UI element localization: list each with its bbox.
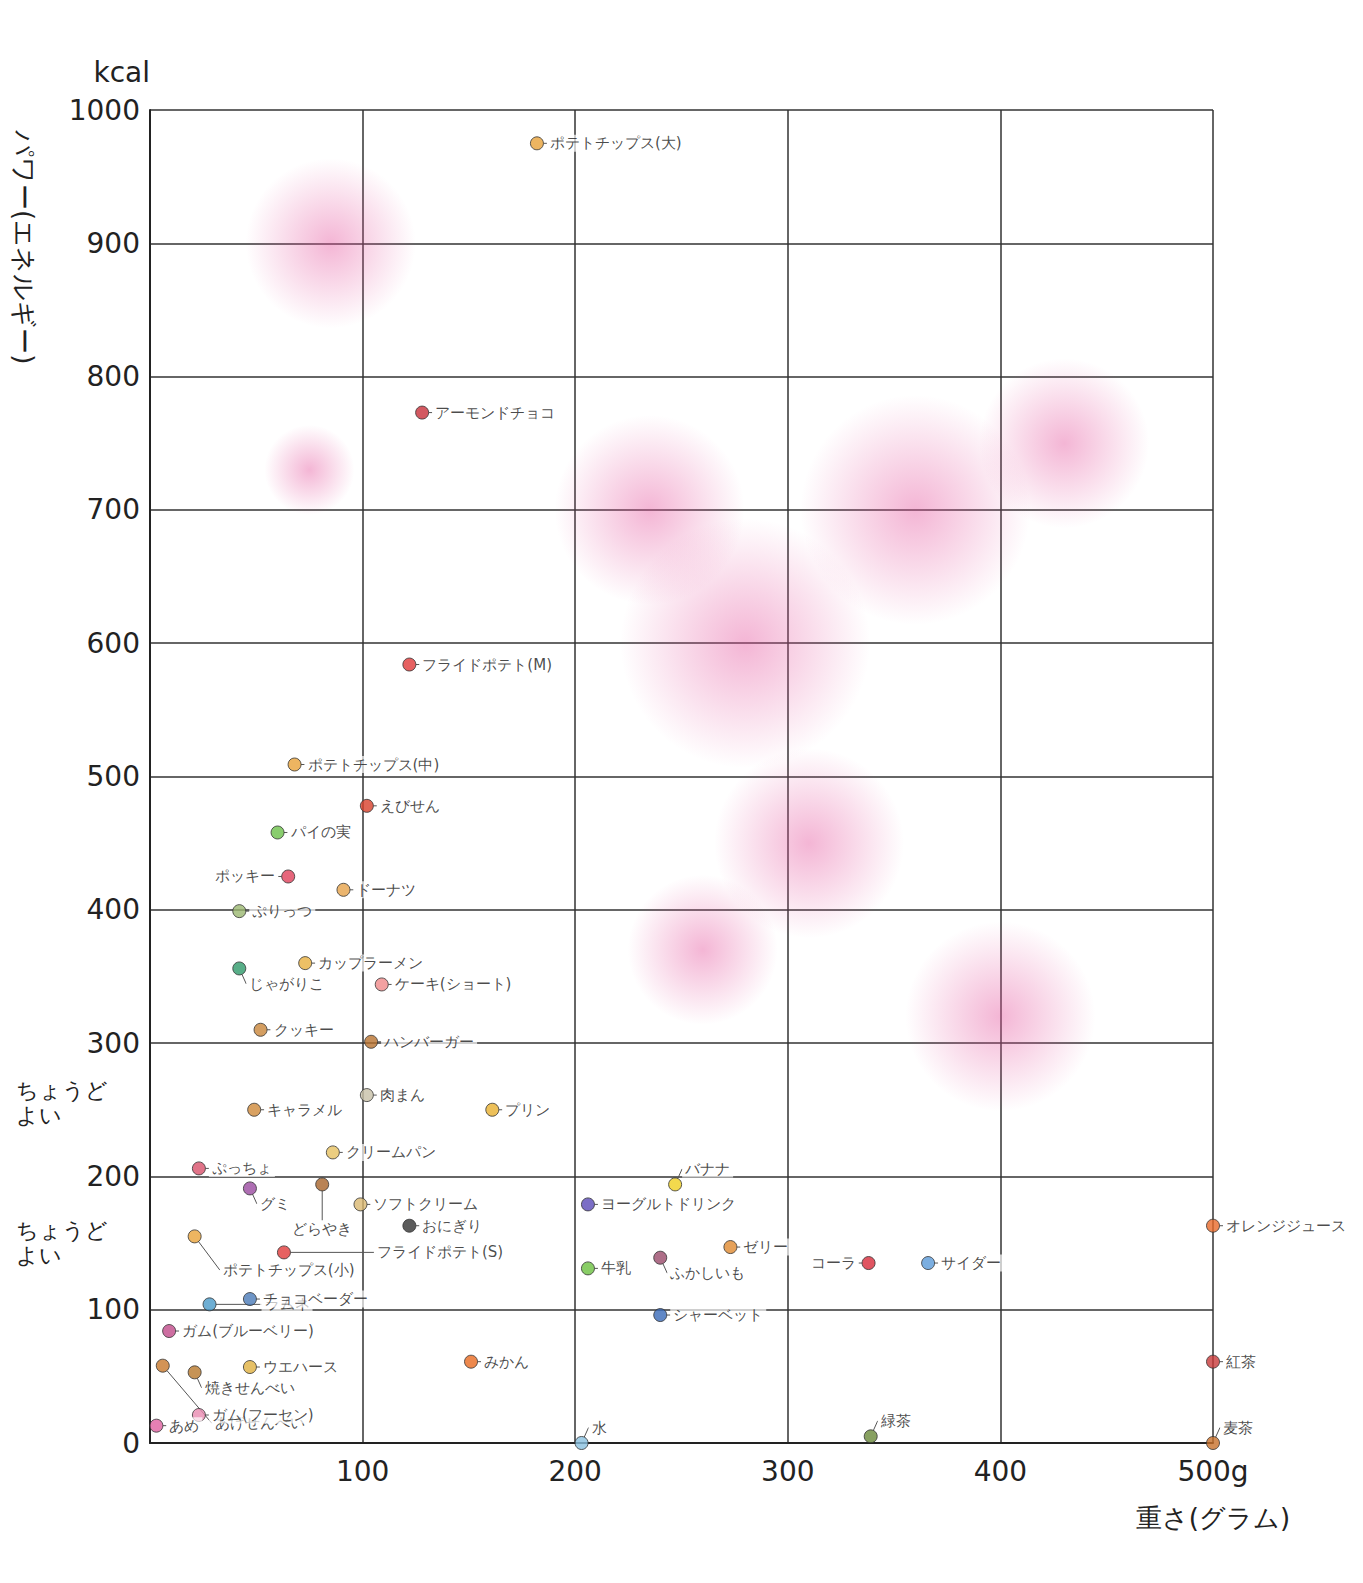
svg-text:400: 400 — [87, 893, 140, 926]
svg-text:肉まん: 肉まん — [380, 1086, 425, 1104]
svg-text:500g: 500g — [1177, 1455, 1248, 1488]
svg-text:ゼリー: ゼリー — [743, 1238, 788, 1256]
svg-text:200: 200 — [548, 1455, 601, 1488]
svg-text:バナナ: バナナ — [684, 1160, 730, 1178]
svg-text:100: 100 — [336, 1455, 389, 1488]
svg-text:ヨーグルトドリンク: ヨーグルトドリンク — [601, 1195, 736, 1213]
svg-text:500: 500 — [87, 760, 140, 793]
svg-text:ハンバーガー: ハンバーガー — [383, 1033, 474, 1051]
svg-text:400: 400 — [974, 1455, 1027, 1488]
svg-text:ポテトチップス(中): ポテトチップス(中) — [308, 756, 440, 774]
svg-text:100: 100 — [87, 1293, 140, 1326]
svg-text:カップラーメン: カップラーメン — [318, 954, 423, 972]
svg-text:よい: よい — [16, 1243, 62, 1268]
svg-text:パワー(エネルギー): パワー(エネルギー) — [9, 129, 39, 364]
svg-text:1000: 1000 — [69, 94, 140, 127]
svg-text:クリームパン: クリームパン — [346, 1143, 436, 1161]
svg-text:よい: よい — [16, 1103, 62, 1128]
svg-text:300: 300 — [87, 1027, 140, 1060]
svg-text:300: 300 — [761, 1455, 814, 1488]
svg-text:ポテトチップス(大): ポテトチップス(大) — [550, 134, 682, 152]
svg-text:焼きせんべい: 焼きせんべい — [205, 1379, 295, 1397]
svg-text:ふかしいも: ふかしいも — [669, 1264, 745, 1282]
svg-text:kcal: kcal — [93, 56, 150, 89]
svg-text:おにぎり: おにぎり — [422, 1217, 482, 1235]
svg-text:パイの実: パイの実 — [290, 823, 351, 841]
svg-text:ぷりっつ: ぷりっつ — [252, 902, 312, 920]
svg-text:ポテトチップス(小): ポテトチップス(小) — [223, 1261, 355, 1279]
svg-text:キャラメル: キャラメル — [267, 1101, 342, 1119]
svg-text:サイダー: サイダー — [941, 1254, 1001, 1272]
svg-text:600: 600 — [87, 627, 140, 660]
svg-text:チョコベーダー: チョコベーダー — [263, 1290, 368, 1308]
svg-text:ソフトクリーム: ソフトクリーム — [373, 1195, 478, 1213]
svg-text:どらやき: どらやき — [292, 1220, 352, 1238]
svg-text:ちょうど: ちょうど — [16, 1218, 108, 1243]
svg-text:アーモンドチョコ: アーモンドチョコ — [435, 404, 555, 422]
svg-text:800: 800 — [87, 360, 140, 393]
svg-text:0: 0 — [122, 1427, 140, 1460]
svg-text:緑茶: 緑茶 — [880, 1412, 911, 1430]
svg-text:ドーナツ: ドーナツ — [356, 881, 416, 899]
svg-text:プリン: プリン — [505, 1101, 550, 1119]
svg-text:グミ: グミ — [260, 1195, 290, 1213]
svg-text:紅茶: 紅茶 — [1226, 1353, 1256, 1371]
svg-text:牛乳: 牛乳 — [601, 1259, 631, 1277]
svg-text:シャーベット: シャーベット — [673, 1306, 763, 1324]
svg-text:あめ: あめ — [169, 1417, 199, 1435]
svg-text:オレンジジュース: オレンジジュース — [1226, 1217, 1346, 1235]
svg-text:200: 200 — [87, 1160, 140, 1193]
svg-text:水: 水 — [592, 1419, 607, 1437]
svg-text:700: 700 — [87, 493, 140, 526]
svg-text:麦茶: 麦茶 — [1223, 1419, 1253, 1437]
svg-text:ケーキ(ショート): ケーキ(ショート) — [395, 975, 512, 993]
svg-text:フライドポテト(S): フライドポテト(S) — [377, 1243, 503, 1261]
svg-text:ウエハース: ウエハース — [263, 1358, 338, 1376]
svg-text:ガム(ブルーベリー): ガム(ブルーベリー) — [182, 1322, 314, 1340]
svg-text:じゃがりこ: じゃがりこ — [249, 975, 324, 993]
svg-text:えびせん: えびせん — [380, 797, 440, 815]
svg-text:ちょうど: ちょうど — [16, 1078, 108, 1103]
svg-text:重さ(グラム): 重さ(グラム) — [1136, 1503, 1290, 1533]
svg-text:ガム(フーセン): ガム(フーセン) — [212, 1406, 314, 1424]
svg-text:みかん: みかん — [484, 1353, 529, 1371]
svg-text:900: 900 — [87, 227, 140, 260]
svg-text:ぷっちょ: ぷっちょ — [212, 1159, 272, 1177]
svg-text:ポッキー: ポッキー — [215, 867, 275, 885]
svg-text:コーラ: コーラ — [811, 1254, 856, 1272]
svg-text:フライドポテト(M): フライドポテト(M) — [422, 656, 552, 674]
svg-text:クッキー: クッキー — [274, 1021, 334, 1039]
